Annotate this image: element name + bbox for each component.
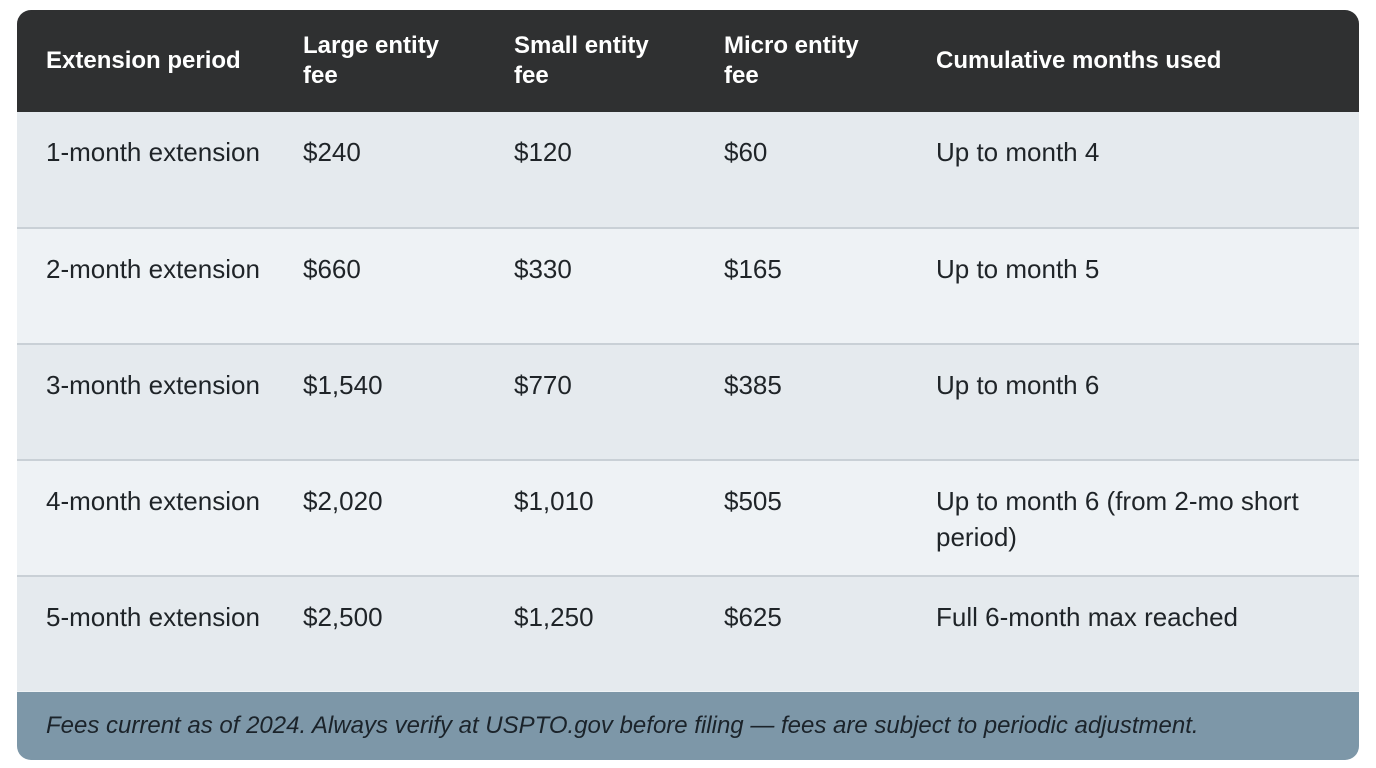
fee-disclaimer-note: Fees current as of 2024. Always verify a… xyxy=(17,692,1359,760)
cell-micro-entity-fee: $505 xyxy=(724,486,782,516)
cell-small-entity-fee: $770 xyxy=(514,370,572,400)
cell-large-entity-fee: $660 xyxy=(303,254,361,284)
cell-small-entity-fee: $1,250 xyxy=(514,602,594,632)
cell-cumulative-months: Up to month 5 xyxy=(936,254,1100,284)
cell-large-entity-fee: $2,020 xyxy=(303,486,383,516)
header-large-entity-fee: Large entity fee xyxy=(303,32,440,89)
cell-small-entity-fee: $120 xyxy=(514,137,572,167)
cell-micro-entity-fee: $60 xyxy=(724,137,768,167)
cell-extension-period: 2-month extension xyxy=(46,254,260,284)
cell-extension-period: 4-month extension xyxy=(46,486,260,516)
table-body: 1-month extension $240 $120 $60 Up to mo… xyxy=(17,112,1359,691)
cell-cumulative-months: Up to month 6 (from 2-mo short period) xyxy=(936,486,1299,552)
cell-extension-period: 3-month extension xyxy=(46,370,260,400)
cell-large-entity-fee: $1,540 xyxy=(303,370,383,400)
cell-micro-entity-fee: $165 xyxy=(724,254,782,284)
cell-small-entity-fee: $330 xyxy=(514,254,572,284)
cell-cumulative-months: Full 6-month max reached xyxy=(936,602,1239,632)
header-extension-period: Extension period xyxy=(46,47,241,74)
header-micro-entity-fee: Micro entity fee xyxy=(724,32,859,89)
table-header: Extension period Large entity fee Small … xyxy=(17,10,1359,112)
fee-table-card: Extension period Large entity fee Small … xyxy=(17,10,1359,760)
cell-micro-entity-fee: $385 xyxy=(724,370,782,400)
table-row: 5-month extension $2,500 $1,250 $625 Ful… xyxy=(17,576,1359,691)
cell-micro-entity-fee: $625 xyxy=(724,602,782,632)
header-row: Extension period Large entity fee Small … xyxy=(17,10,1359,112)
header-cumulative-months: Cumulative months used xyxy=(936,47,1222,74)
cell-extension-period: 5-month extension xyxy=(46,602,260,632)
header-small-entity-fee: Small entity fee xyxy=(514,32,649,89)
cell-extension-period: 1-month extension xyxy=(46,137,260,167)
table-row: 2-month extension $660 $330 $165 Up to m… xyxy=(17,228,1359,344)
cell-cumulative-months: Up to month 6 xyxy=(936,370,1100,400)
extension-fee-table: Extension period Large entity fee Small … xyxy=(17,10,1359,691)
table-row: 4-month extension $2,020 $1,010 $505 Up … xyxy=(17,460,1359,576)
cell-cumulative-months: Up to month 4 xyxy=(936,137,1100,167)
cell-small-entity-fee: $1,010 xyxy=(514,486,594,516)
cell-large-entity-fee: $240 xyxy=(303,137,361,167)
table-row: 1-month extension $240 $120 $60 Up to mo… xyxy=(17,112,1359,228)
cell-large-entity-fee: $2,500 xyxy=(303,602,383,632)
table-row: 3-month extension $1,540 $770 $385 Up to… xyxy=(17,344,1359,460)
